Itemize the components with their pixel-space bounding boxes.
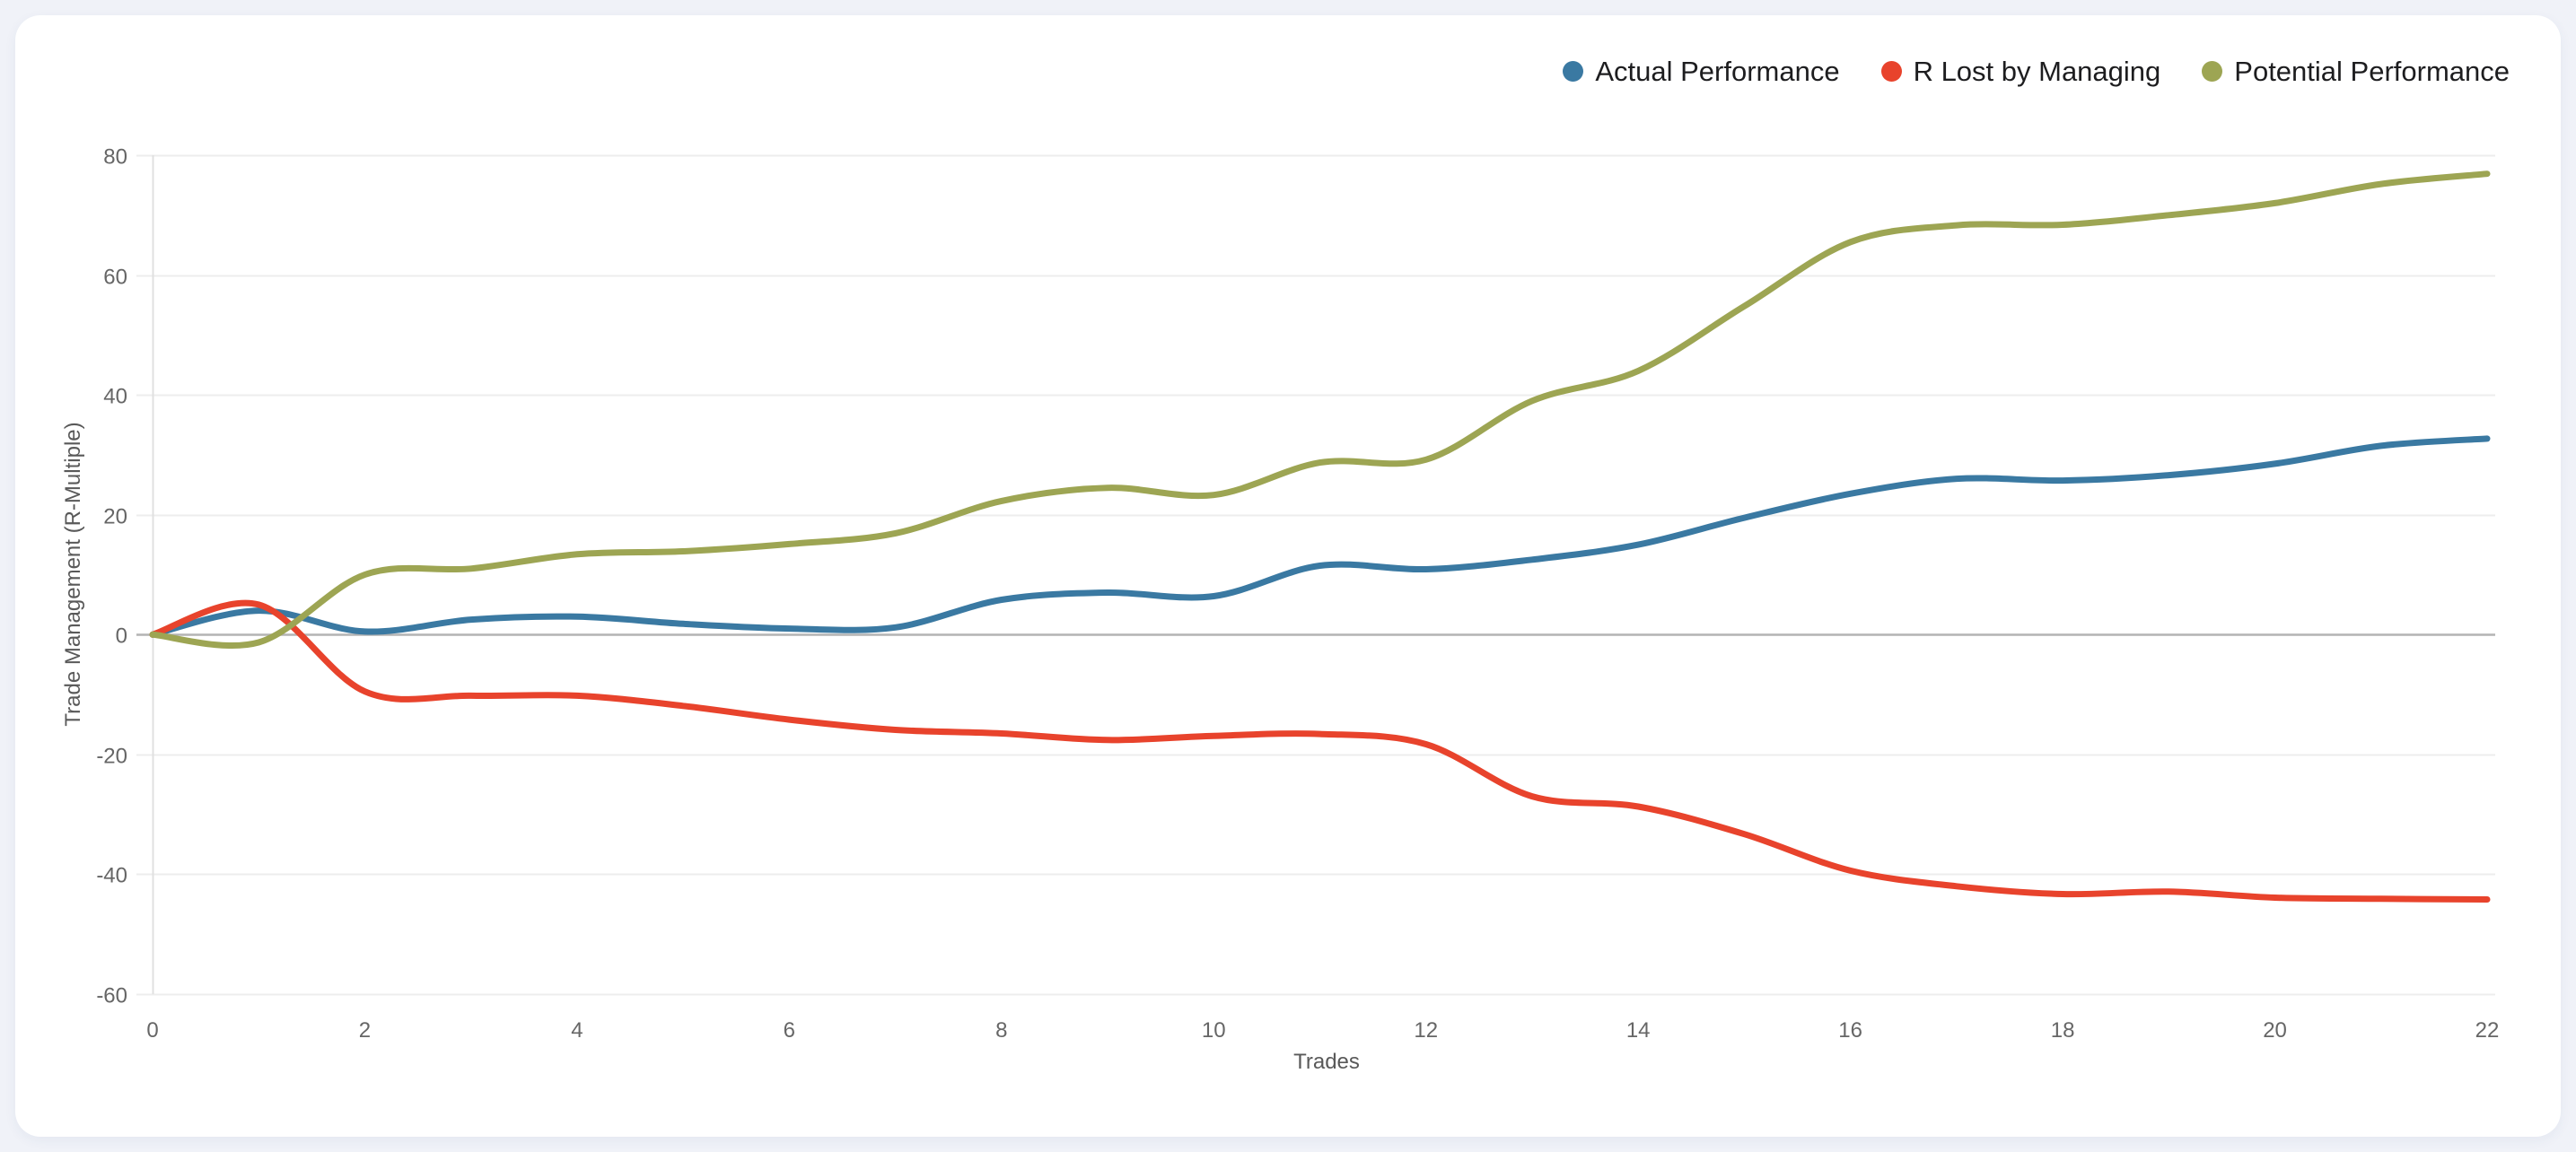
chart-legend: Actual Performance R Lost by Managing Pote… (1563, 57, 2510, 85)
x-tick-label: 18 (2051, 1018, 2075, 1043)
legend-label: R Lost by Managing (1913, 56, 2161, 87)
series-line-potential-performance (149, 170, 2491, 650)
legend-item-actual-performance[interactable]: Actual Performance (1563, 56, 1840, 87)
y-tick-label: -20 (96, 745, 127, 769)
legend-item-potential-performance[interactable]: Potential Performance (2202, 57, 2510, 85)
legend-swatch-icon (2202, 61, 2223, 82)
x-tick-label: 6 (784, 1018, 795, 1043)
legend-label: Potential Performance (2234, 56, 2510, 87)
x-tick-label: 14 (1626, 1018, 1651, 1043)
y-tick-label: 20 (103, 505, 127, 529)
y-tick-label: 80 (103, 145, 127, 170)
x-tick-label: 16 (1838, 1018, 1862, 1043)
x-tick-label: 4 (571, 1018, 583, 1043)
y-tick-label: 60 (103, 266, 127, 290)
x-tick-label: 22 (2475, 1018, 2500, 1043)
y-tick-label: -40 (96, 864, 127, 888)
y-axis-title: Trade Management (R-Multiple) (61, 422, 85, 727)
x-tick-label: 0 (146, 1018, 158, 1043)
x-tick-label: 10 (1202, 1018, 1226, 1043)
legend-swatch-icon (1880, 61, 1902, 82)
series-line-r-lost-by-managing (149, 599, 2491, 903)
legend-label: Actual Performance (1595, 56, 1840, 87)
legend-item-r-lost-by-managing[interactable]: R Lost by Managing (1880, 56, 2161, 87)
x-tick-label: 2 (359, 1018, 371, 1043)
y-tick-label: 40 (103, 385, 127, 409)
series-line-actual-performance (149, 435, 2491, 638)
y-tick-label: 0 (116, 624, 127, 649)
x-tick-label: 12 (1414, 1018, 1438, 1043)
x-axis-title: Trades (1293, 1050, 1360, 1074)
legend-swatch-icon (1563, 61, 1584, 82)
x-tick-label: 20 (2263, 1018, 2287, 1043)
y-tick-label: -60 (96, 984, 127, 1008)
x-tick-label: 8 (995, 1018, 1007, 1043)
